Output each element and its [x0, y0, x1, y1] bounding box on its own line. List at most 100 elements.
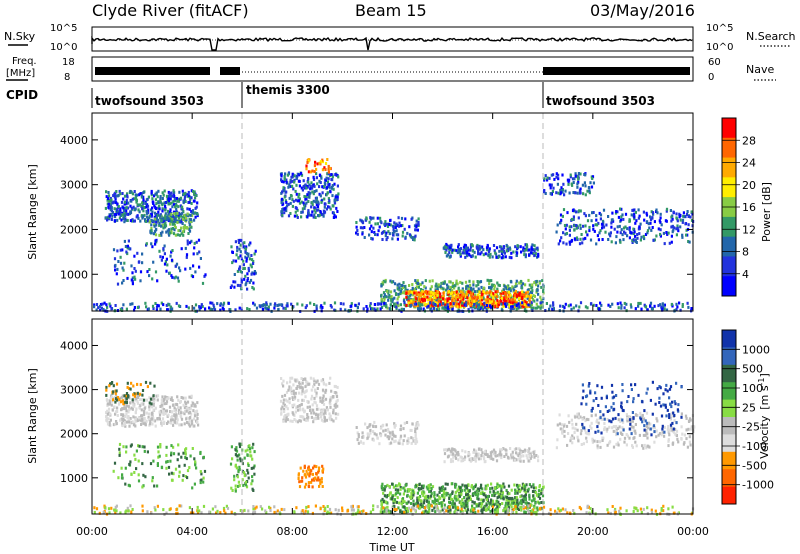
radar-cell — [283, 195, 286, 199]
radar-cell — [466, 284, 469, 288]
radar-cell — [143, 406, 146, 410]
radar-cell — [125, 250, 128, 254]
radar-cell — [488, 247, 491, 251]
radar-cell — [229, 308, 232, 312]
radar-cell — [298, 480, 301, 484]
freq-band-0 — [95, 67, 210, 75]
radar-cell — [673, 400, 676, 404]
radar-cell — [199, 470, 202, 474]
radar-cell — [671, 442, 674, 446]
radar-cell — [265, 303, 268, 307]
radar-cell — [162, 398, 166, 401]
radar-cell — [685, 213, 689, 216]
radar-cell — [459, 280, 462, 284]
radar-cell — [465, 251, 469, 255]
radar-cell — [486, 455, 489, 458]
radar-cell — [671, 225, 674, 229]
radar-cell — [500, 247, 503, 251]
radar-cell — [477, 283, 480, 287]
radar-cell — [368, 424, 371, 428]
radar-cell — [548, 176, 551, 180]
radar-cell — [467, 308, 470, 312]
radar-cell — [249, 278, 253, 282]
radar-cell — [513, 447, 516, 451]
radar-cell — [467, 299, 470, 303]
radar-cell — [530, 306, 533, 310]
radar-cell — [500, 245, 503, 249]
radar-cell — [393, 425, 396, 429]
radar-cell — [536, 246, 539, 250]
radar-cell — [375, 433, 378, 437]
radar-cell — [380, 306, 384, 309]
radar-cell — [195, 194, 198, 197]
radar-cell — [511, 453, 514, 457]
radar-cell — [130, 472, 133, 476]
radar-cell — [584, 173, 587, 177]
radar-cell — [250, 265, 253, 269]
radar-cell — [282, 186, 285, 190]
radar-cell — [570, 418, 573, 422]
colorbar-swatch — [722, 276, 736, 297]
radar-cell — [384, 433, 387, 437]
radar-cell — [183, 197, 186, 201]
radar-cell — [165, 194, 169, 198]
radar-cell — [308, 468, 311, 472]
radar-cell — [114, 215, 117, 219]
radar-cell — [618, 425, 621, 429]
radar-cell — [309, 170, 312, 174]
radar-cell — [646, 308, 649, 312]
radar-cell — [675, 302, 678, 306]
radar-cell — [193, 424, 196, 428]
radar-cell — [326, 158, 329, 161]
radar-cell — [488, 291, 491, 295]
radar-cell — [647, 222, 650, 226]
radar-cell — [497, 300, 500, 304]
radar-cell — [527, 294, 530, 298]
radar-cell — [620, 228, 623, 232]
radar-cell — [551, 307, 554, 311]
radar-cell — [323, 398, 326, 402]
radar-cell — [135, 397, 138, 401]
radar-cell — [449, 286, 452, 289]
radar-cell — [288, 386, 291, 390]
radar-cell — [187, 232, 190, 235]
radar-cell — [282, 202, 285, 206]
radar-cell — [296, 302, 299, 306]
radar-cell — [488, 279, 491, 283]
radar-cell — [430, 303, 433, 307]
radar-cell — [140, 408, 143, 412]
radar-cell — [172, 203, 175, 207]
radar-cell — [516, 251, 519, 255]
radar-cell — [188, 227, 191, 231]
radar-cell — [420, 294, 423, 298]
radar-cell — [181, 230, 185, 234]
radar-cell — [379, 434, 382, 438]
radar-cell — [114, 197, 117, 201]
radar-cell — [500, 292, 503, 296]
radar-cell — [314, 206, 317, 210]
radar-cell — [424, 279, 427, 283]
radar-cell — [145, 198, 148, 202]
radar-cell — [132, 403, 135, 407]
radar-cell — [443, 460, 446, 464]
radar-cell — [253, 450, 256, 454]
radar-cell — [191, 486, 194, 490]
radar-cell — [642, 446, 645, 450]
radar-cell — [511, 305, 514, 309]
radar-cell — [151, 206, 154, 210]
radar-cell — [414, 279, 417, 283]
radar-cell — [626, 419, 629, 423]
radar-cell — [485, 307, 488, 311]
radar-cell — [574, 172, 577, 176]
radar-cell — [447, 454, 450, 458]
radar-cell — [423, 290, 426, 294]
radar-cell — [238, 484, 241, 488]
radar-cell — [292, 383, 295, 387]
radar-cell — [511, 450, 514, 454]
radar-cell — [464, 303, 467, 307]
radar-cell — [646, 436, 649, 440]
radar-cell — [153, 230, 157, 234]
radar-cell — [458, 247, 461, 251]
radar-cell — [561, 431, 564, 435]
